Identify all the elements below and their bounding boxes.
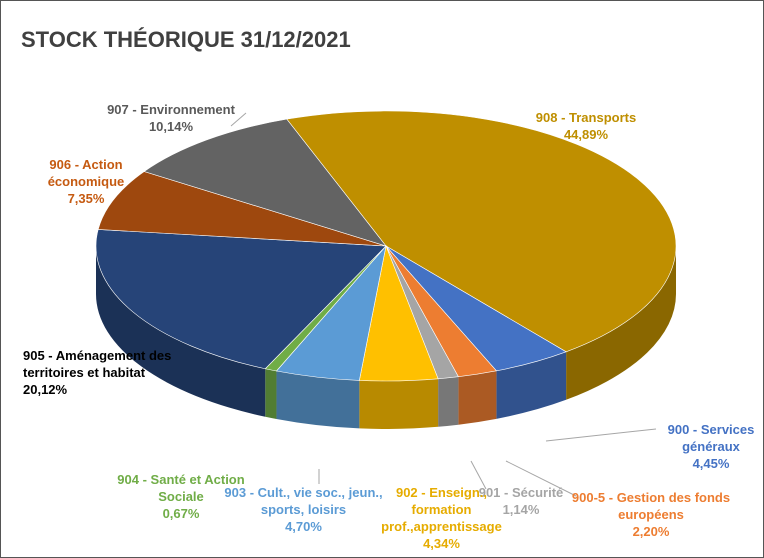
slice <box>286 110 677 353</box>
slice-side <box>496 351 567 419</box>
slice-value: 0,67% <box>162 506 200 521</box>
slice-name: 908 - Transports <box>535 110 637 125</box>
leader-line <box>545 428 657 442</box>
data-label: 901 - Sécurité 1,14% <box>471 484 571 518</box>
slice-side <box>276 370 360 429</box>
slice-side <box>438 376 459 427</box>
leader-line <box>230 112 247 127</box>
slice-name: 907 - Environnement <box>107 102 235 117</box>
data-label: 906 - Action économique 7,35% <box>31 156 141 207</box>
slice-side <box>96 246 266 417</box>
slice-value: 7,35% <box>67 191 105 206</box>
data-label: 904 - Santé et Action Sociale 0,67% <box>101 471 261 522</box>
slice-name: 903 - Cult., vie soc., jeun., sports, lo… <box>224 485 383 517</box>
slice-side <box>265 368 277 419</box>
slice-name: 900 - Services généraux <box>667 422 755 454</box>
slice-name: 904 - Santé et Action Sociale <box>117 472 245 504</box>
chart-title: STOCK THÉORIQUE 31/12/2021 <box>21 27 351 52</box>
slice-name: 900-5 - Gestion des fonds européens <box>571 490 731 522</box>
slice-value: 10,14% <box>148 119 194 134</box>
data-label: 903 - Cult., vie soc., jeun., sports, lo… <box>216 484 391 535</box>
slice-side <box>566 246 676 400</box>
slice-value: 44,89% <box>563 127 609 142</box>
slice-name: 906 - Action économique <box>47 157 125 189</box>
data-label: 902 - Enseign., formation prof.,apprenti… <box>369 484 514 552</box>
slice <box>95 229 387 370</box>
slice-value: 4,70% <box>285 519 322 534</box>
data-label: 905 - Aménagement des territoires et hab… <box>23 347 183 398</box>
data-label: 908 - Transports 44,89% <box>521 109 651 143</box>
slice <box>143 118 387 247</box>
slice-name: 902 - Enseign., formation prof.,apprenti… <box>381 485 502 534</box>
slice-value: 20,12% <box>23 382 68 397</box>
slice-value: 4,45% <box>692 456 730 471</box>
leader-line <box>505 460 577 497</box>
slice-value: 1,14% <box>502 502 540 517</box>
slice <box>97 171 387 247</box>
leader-line <box>470 460 487 490</box>
slice-value: 4,34% <box>423 536 460 551</box>
data-label: 907 - Environnement 10,14% <box>91 101 251 135</box>
slice-side <box>359 378 439 429</box>
slice-side <box>458 370 497 425</box>
slice-name: 905 - Aménagement des territoires et hab… <box>23 348 172 380</box>
slice-value: 2,20% <box>632 524 670 539</box>
slice-name: 901 - Sécurité <box>478 485 564 500</box>
data-label: 900-5 - Gestion des fonds européens 2,20% <box>566 489 736 540</box>
data-label: 900 - Services généraux 4,45% <box>656 421 763 472</box>
